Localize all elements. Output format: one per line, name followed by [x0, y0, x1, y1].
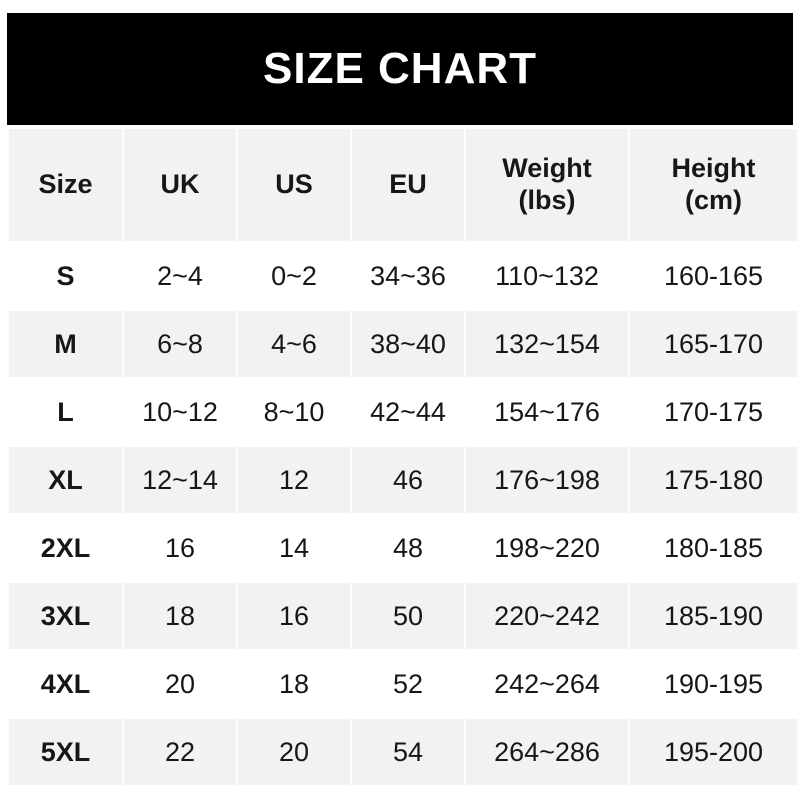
- cell-weight: 176~198: [466, 447, 628, 513]
- column-header-label: Weight: [502, 153, 592, 184]
- cell-eu: 48: [352, 515, 464, 581]
- column-header-us: US: [238, 129, 350, 241]
- cell-height: 185-190: [630, 583, 797, 649]
- table-row: 4XL 20 18 52 242~264 190-195: [9, 651, 797, 717]
- cell-size: 3XL: [9, 583, 122, 649]
- cell-eu: 52: [352, 651, 464, 717]
- cell-weight: 154~176: [466, 379, 628, 445]
- cell-eu: 34~36: [352, 243, 464, 309]
- cell-weight: 132~154: [466, 311, 628, 377]
- column-header-label: Height: [671, 153, 756, 184]
- cell-weight: 242~264: [466, 651, 628, 717]
- column-header-unit: (lbs): [518, 185, 576, 215]
- cell-height: 180-185: [630, 515, 797, 581]
- cell-height: 165-170: [630, 311, 797, 377]
- cell-size: M: [9, 311, 122, 377]
- cell-eu: 38~40: [352, 311, 464, 377]
- cell-size: 2XL: [9, 515, 122, 581]
- cell-eu: 50: [352, 583, 464, 649]
- table-row: 3XL 18 16 50 220~242 185-190: [9, 583, 797, 649]
- cell-weight: 198~220: [466, 515, 628, 581]
- table-row: S 2~4 0~2 34~36 110~132 160-165: [9, 243, 797, 309]
- column-header-weight: Weight (lbs): [466, 129, 628, 241]
- column-header-label: UK: [160, 169, 200, 200]
- cell-us: 14: [238, 515, 350, 581]
- cell-size: 4XL: [9, 651, 122, 717]
- cell-height: 160-165: [630, 243, 797, 309]
- cell-size: S: [9, 243, 122, 309]
- cell-uk: 12~14: [124, 447, 236, 513]
- cell-eu: 46: [352, 447, 464, 513]
- column-header-size: Size: [9, 129, 122, 241]
- cell-size: XL: [9, 447, 122, 513]
- column-header-label: Size: [38, 169, 93, 200]
- cell-height: 190-195: [630, 651, 797, 717]
- column-header-unit: (cm): [684, 185, 742, 215]
- table-row: M 6~8 4~6 38~40 132~154 165-170: [9, 311, 797, 377]
- column-header-eu: EU: [352, 129, 464, 241]
- column-header-height: Height (cm): [630, 129, 797, 241]
- cell-eu: 54: [352, 719, 464, 785]
- column-header-label: US: [275, 169, 313, 200]
- table-row: 5XL 22 20 54 264~286 195-200: [9, 719, 797, 785]
- table-body: S 2~4 0~2 34~36 110~132 160-165 M 6~8 4~6 38~40 13…: [9, 243, 797, 785]
- page-title: SIZE CHART: [263, 44, 537, 93]
- cell-us: 8~10: [238, 379, 350, 445]
- table-header: Size UK US EU Weight (lbs) Height (cm): [9, 129, 797, 241]
- title-banner: SIZE CHART: [7, 13, 793, 125]
- cell-us: 18: [238, 651, 350, 717]
- table-row: 2XL 16 14 48 198~220 180-185: [9, 515, 797, 581]
- cell-height: 195-200: [630, 719, 797, 785]
- cell-us: 12: [238, 447, 350, 513]
- cell-us: 16: [238, 583, 350, 649]
- cell-height: 170-175: [630, 379, 797, 445]
- cell-eu: 42~44: [352, 379, 464, 445]
- cell-uk: 2~4: [124, 243, 236, 309]
- cell-us: 20: [238, 719, 350, 785]
- cell-uk: 10~12: [124, 379, 236, 445]
- table-row: XL 12~14 12 46 176~198 175-180: [9, 447, 797, 513]
- cell-weight: 264~286: [466, 719, 628, 785]
- cell-uk: 22: [124, 719, 236, 785]
- cell-size: L: [9, 379, 122, 445]
- size-chart-table: Size UK US EU Weight (lbs) Height (cm) S 2~4 0~2 3…: [7, 127, 799, 787]
- cell-size: 5XL: [9, 719, 122, 785]
- cell-us: 0~2: [238, 243, 350, 309]
- cell-uk: 18: [124, 583, 236, 649]
- column-header-uk: UK: [124, 129, 236, 241]
- cell-uk: 6~8: [124, 311, 236, 377]
- cell-us: 4~6: [238, 311, 350, 377]
- cell-uk: 20: [124, 651, 236, 717]
- table-row: L 10~12 8~10 42~44 154~176 170-175: [9, 379, 797, 445]
- table-header-row: Size UK US EU Weight (lbs) Height (cm): [9, 129, 797, 241]
- cell-uk: 16: [124, 515, 236, 581]
- cell-weight: 110~132: [466, 243, 628, 309]
- column-header-label: EU: [389, 169, 427, 200]
- cell-height: 175-180: [630, 447, 797, 513]
- cell-weight: 220~242: [466, 583, 628, 649]
